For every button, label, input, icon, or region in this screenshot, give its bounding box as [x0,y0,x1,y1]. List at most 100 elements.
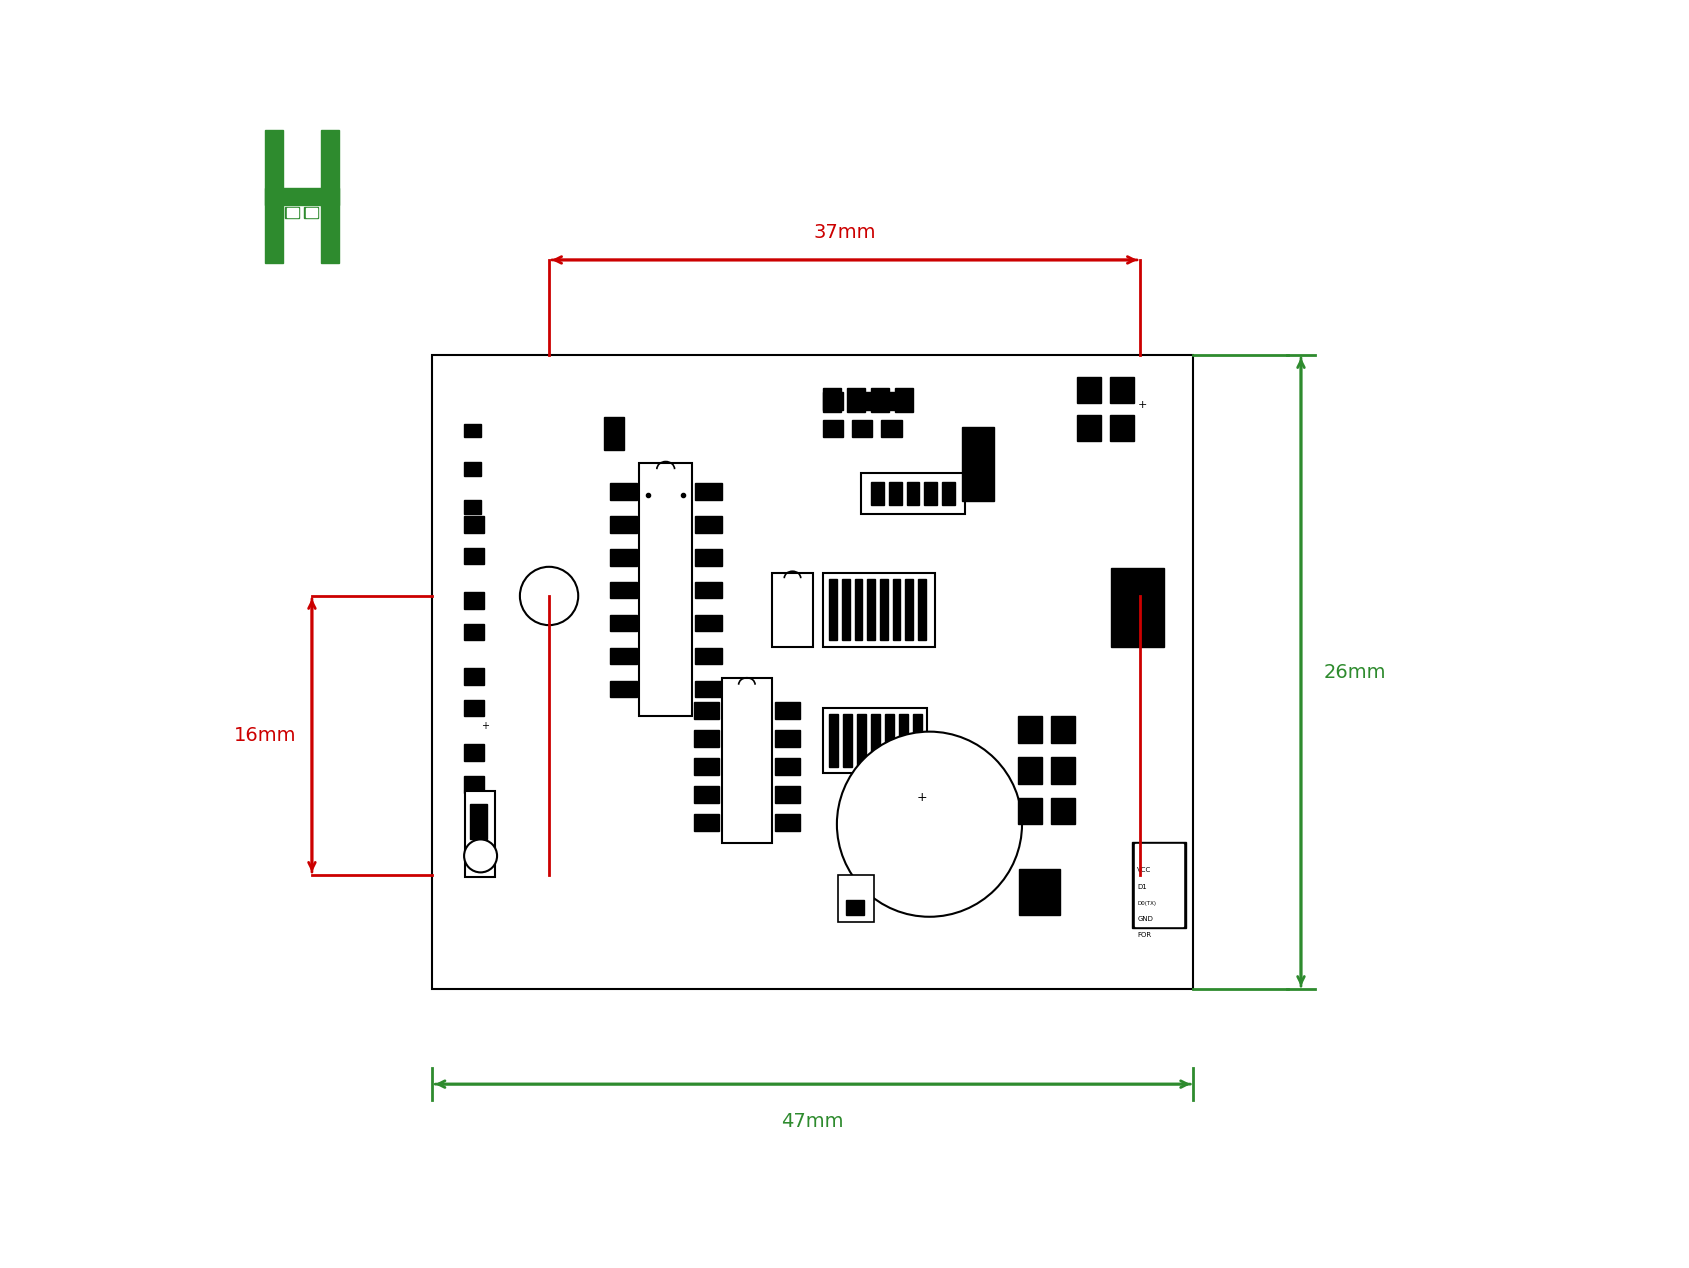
Bar [287,208,297,217]
Bar [1135,844,1182,926]
Bar [610,516,637,533]
Bar [905,579,914,640]
Bar [775,730,801,747]
Text: GND: GND [1137,915,1154,922]
Bar [694,702,720,719]
Bar [823,573,934,647]
Bar [464,624,485,640]
Bar [610,483,637,500]
Bar [823,392,843,410]
Bar [1111,568,1164,647]
Bar [829,579,836,640]
Bar [853,420,873,437]
Bar [1076,377,1101,403]
Bar [721,678,772,843]
Circle shape [464,839,497,872]
Bar [610,549,637,566]
Bar [464,776,485,792]
Bar [694,814,720,831]
Bar [694,758,720,775]
Bar [838,875,873,922]
Bar [610,582,637,598]
Bar [694,730,720,747]
Bar [464,462,481,476]
Bar [1018,798,1042,824]
Bar [942,482,954,505]
Bar [880,579,888,640]
Bar [919,579,926,640]
Bar [638,463,692,716]
Text: VCC: VCC [1120,614,1137,624]
Bar [858,714,866,767]
Bar [464,744,485,761]
Bar [321,131,338,264]
Bar [694,786,720,803]
Bar [823,708,927,773]
Bar [963,427,995,501]
Text: +: + [481,721,488,732]
Bar [823,420,843,437]
Bar [464,424,481,437]
Bar [1020,869,1061,915]
Bar [432,355,1192,989]
Text: +: + [917,791,927,804]
Text: 26mm: 26mm [1324,663,1387,681]
Bar [285,207,299,218]
Text: VCC: VCC [1137,867,1152,874]
Bar [775,758,801,775]
Bar [868,579,875,640]
Bar [694,516,721,533]
Bar [694,549,721,566]
Bar [610,681,637,697]
Text: 37mm: 37mm [812,223,877,242]
Bar [1051,716,1076,743]
Bar [694,582,721,598]
Bar [841,579,850,640]
Bar [1018,757,1042,784]
Bar [853,392,873,410]
Bar [893,579,900,640]
Bar [882,392,902,410]
Bar [694,681,721,697]
Bar [855,579,863,640]
Bar [464,700,485,716]
Bar [1110,377,1133,403]
Bar [306,208,318,217]
Bar [610,615,637,631]
Bar [464,548,485,564]
Bar [907,482,919,505]
Bar [846,900,863,915]
Bar [775,786,801,803]
Bar [882,420,902,437]
Text: D0(TX): D0(TX) [1137,902,1157,907]
Bar [872,388,888,412]
Bar [872,714,880,767]
Bar [265,188,338,205]
Bar [694,483,721,500]
Bar [914,714,922,767]
Text: +: + [1137,401,1147,411]
Bar [1051,798,1076,824]
Text: D1: D1 [1137,884,1147,890]
Bar [466,791,495,877]
Bar [1076,415,1101,441]
Bar [464,500,481,514]
Bar [1051,757,1076,784]
Bar [872,482,883,505]
Bar [861,473,964,514]
Bar [610,648,637,664]
Bar [924,482,937,505]
Text: 16mm: 16mm [235,727,297,744]
Bar [464,592,485,609]
Bar [772,573,812,647]
Bar [304,207,318,218]
Bar [888,482,902,505]
Bar [471,804,486,839]
Bar [1110,415,1133,441]
Bar [464,516,485,533]
Bar [694,615,721,631]
Bar [885,714,893,767]
Bar [775,814,801,831]
Bar [1018,716,1042,743]
Bar [848,388,865,412]
